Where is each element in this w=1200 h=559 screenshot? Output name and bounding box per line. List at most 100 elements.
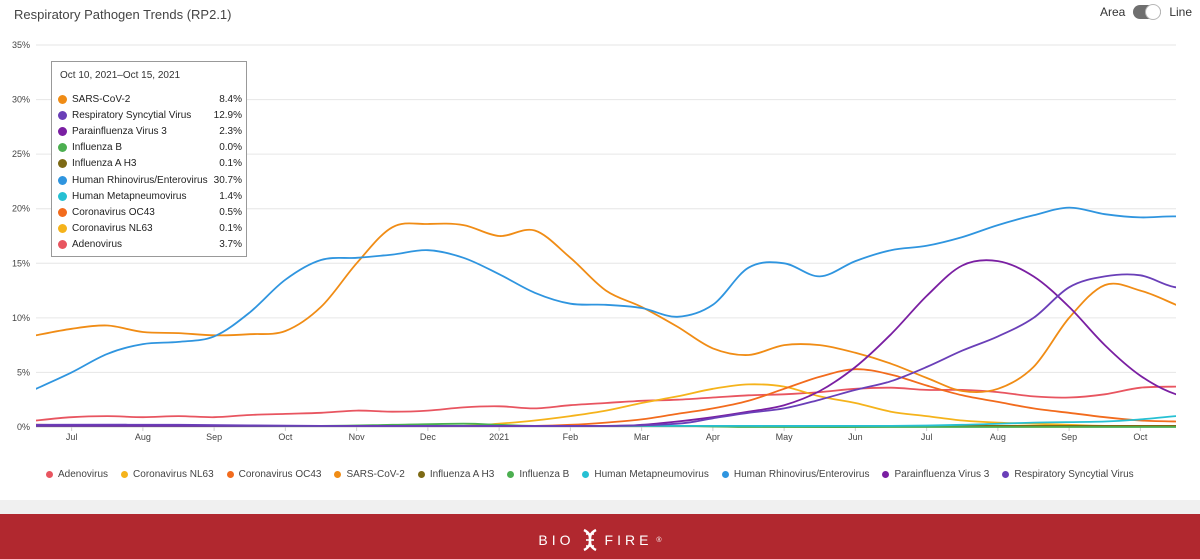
x-tick-label: Aug: [990, 432, 1006, 442]
tooltip-series-value: 0.5%: [219, 206, 242, 218]
legend-item[interactable]: Adenovirus: [46, 469, 108, 480]
tooltip-row: Respiratory Syncytial Virus 12.9%: [58, 107, 242, 123]
x-tick-label: Jul: [66, 432, 78, 442]
y-tick-label: 5%: [17, 367, 30, 377]
tooltip-row: Adenovirus 3.7%: [58, 237, 242, 253]
legend-label: Coronavirus OC43: [238, 469, 322, 480]
legend-color-dot: [121, 471, 129, 478]
brand-text-right: FIRE: [604, 532, 653, 548]
tooltip-series-name: Adenovirus: [72, 239, 123, 251]
legend-item[interactable]: Influenza A H3: [417, 469, 495, 480]
legend-color-dot: [582, 471, 590, 478]
series-color-dot: [58, 143, 67, 153]
y-tick-label: 35%: [12, 40, 30, 50]
tooltip-series-value: 8.4%: [219, 93, 242, 105]
legend-color-dot: [507, 471, 515, 478]
legend-label: Adenovirus: [58, 469, 109, 480]
y-tick-label: 10%: [12, 313, 30, 323]
tooltip-series-value: 2.3%: [219, 125, 242, 137]
toggle-line-label[interactable]: Line: [1169, 5, 1192, 19]
tooltip-series-value: 12.9%: [213, 109, 242, 121]
tooltip-title: Oct 10, 2021–Oct 15, 2021: [60, 70, 181, 81]
x-tick-label: May: [776, 432, 794, 442]
legend-label: Influenza B: [519, 469, 570, 480]
y-tick-label: 25%: [12, 149, 30, 159]
y-tick-label: 15%: [12, 258, 30, 268]
legend-item[interactable]: SARS-CoV-2: [334, 469, 405, 480]
chart-legend: Adenovirus Coronavirus NL63 Coronavirus OC…: [46, 469, 1134, 480]
legend-item[interactable]: Influenza B: [507, 469, 569, 480]
x-tick-label: Nov: [349, 432, 366, 442]
series-line-respiratory-syncytial-virus[interactable]: [36, 273, 1200, 427]
series-color-dot: [58, 94, 67, 104]
series-lines: [36, 206, 1200, 428]
x-tick-label: Jun: [848, 432, 863, 442]
series-color-dot: [58, 240, 67, 250]
series-color-dot: [58, 207, 67, 217]
y-axis-labels: 0% 5% 10% 15% 20% 25% 30% 35%: [12, 40, 30, 432]
legend-label: Coronavirus NL63: [133, 469, 214, 480]
x-tick-label: 2021: [489, 432, 509, 442]
x-tick-label: Feb: [563, 432, 579, 442]
x-tick-label: Sep: [1061, 432, 1077, 442]
tooltip-row: SARS-CoV-2 8.4%: [58, 91, 242, 107]
series-color-dot: [58, 191, 67, 201]
y-tick-label: 30%: [12, 95, 30, 105]
x-tick-label: Oct: [278, 432, 293, 442]
legend-item[interactable]: Human Metapneumovirus: [582, 469, 709, 480]
series-color-dot: [58, 110, 67, 120]
series-color-dot: [58, 224, 67, 234]
legend-item[interactable]: Parainfluenza Virus 3: [882, 469, 989, 480]
legend-color-dot: [334, 471, 342, 478]
x-tick-label: Mar: [634, 432, 650, 442]
series-line-human-rhinovirus-enterovirus[interactable]: [36, 206, 1200, 390]
legend-item[interactable]: Coronavirus NL63: [121, 469, 214, 480]
legend-color-dot: [882, 471, 890, 478]
tooltip-series-name: Influenza B: [72, 142, 123, 154]
tooltip-series-value: 0.0%: [219, 142, 242, 154]
toggle-knob[interactable]: [1145, 4, 1162, 20]
toggle-area-label[interactable]: Area: [1099, 5, 1126, 19]
legend-label: Human Metapneumovirus: [594, 469, 709, 480]
legend-color-dot: [226, 471, 234, 478]
tooltip-series-name: Coronavirus NL63: [72, 223, 153, 235]
legend-color-dot: [721, 471, 729, 478]
trademark-mark: ®: [656, 536, 662, 544]
tooltip-list: SARS-CoV-2 8.4% Respiratory Syncytial Viru…: [58, 91, 242, 253]
y-tick-label: 20%: [12, 204, 30, 214]
legend-item[interactable]: Human Rhinovirus/Enterovirus: [721, 469, 870, 480]
legend-item[interactable]: Coronavirus OC43: [226, 469, 322, 480]
toggle-switch[interactable]: [1133, 4, 1162, 20]
y-tick-label: 0%: [17, 422, 30, 432]
legend-label: Influenza A H3: [429, 469, 495, 480]
legend-color-dot: [46, 471, 53, 478]
legend-color-dot: [417, 471, 425, 478]
legend-color-dot: [1002, 471, 1010, 478]
series-color-dot: [58, 175, 67, 185]
tooltip-series-name: Coronavirus OC43: [72, 206, 155, 218]
helix-icon: [582, 528, 597, 552]
biofire-logo: BIO FIRE ®: [0, 528, 1200, 552]
tooltip-row: Parainfluenza Virus 3 2.3%: [58, 123, 242, 139]
x-axis-labels: Jul Aug Sep Oct Nov Dec 2021 Feb Mar Apr May Jun Jul…: [66, 427, 1148, 442]
tooltip-row: Influenza A H3 0.1%: [58, 156, 242, 172]
series-line-sars-cov-2[interactable]: [36, 222, 1200, 394]
series-line-coronavirus-nl63[interactable]: [36, 383, 1176, 427]
page-title: Respiratory Pathogen Trends (RP2.1): [14, 7, 232, 22]
tooltip-series-value: 3.7%: [219, 239, 242, 251]
tooltip-series-value: 30.7%: [213, 174, 242, 186]
chart-mode-toggle[interactable]: Area Line: [1099, 4, 1192, 20]
series-line-parainfluenza-virus-3[interactable]: [36, 259, 1200, 427]
x-tick-label: Oct: [1133, 432, 1148, 442]
tooltip-row: Influenza B 0.0%: [58, 140, 242, 156]
brand-text-left: BIO: [538, 532, 575, 548]
legend-label: Human Rhinovirus/Enterovirus: [733, 469, 870, 480]
tooltip-series-name: Parainfluenza Virus 3: [72, 125, 167, 137]
x-tick-label: Sep: [206, 432, 222, 442]
legend-label: SARS-CoV-2: [346, 469, 405, 480]
x-tick-label: Dec: [420, 432, 437, 442]
legend-label: Parainfluenza Virus 3: [894, 469, 990, 480]
legend-item[interactable]: Respiratory Syncytial Virus: [1002, 469, 1134, 480]
tooltip-series-name: SARS-CoV-2: [72, 93, 131, 105]
legend-label: Respiratory Syncytial Virus: [1014, 469, 1134, 480]
